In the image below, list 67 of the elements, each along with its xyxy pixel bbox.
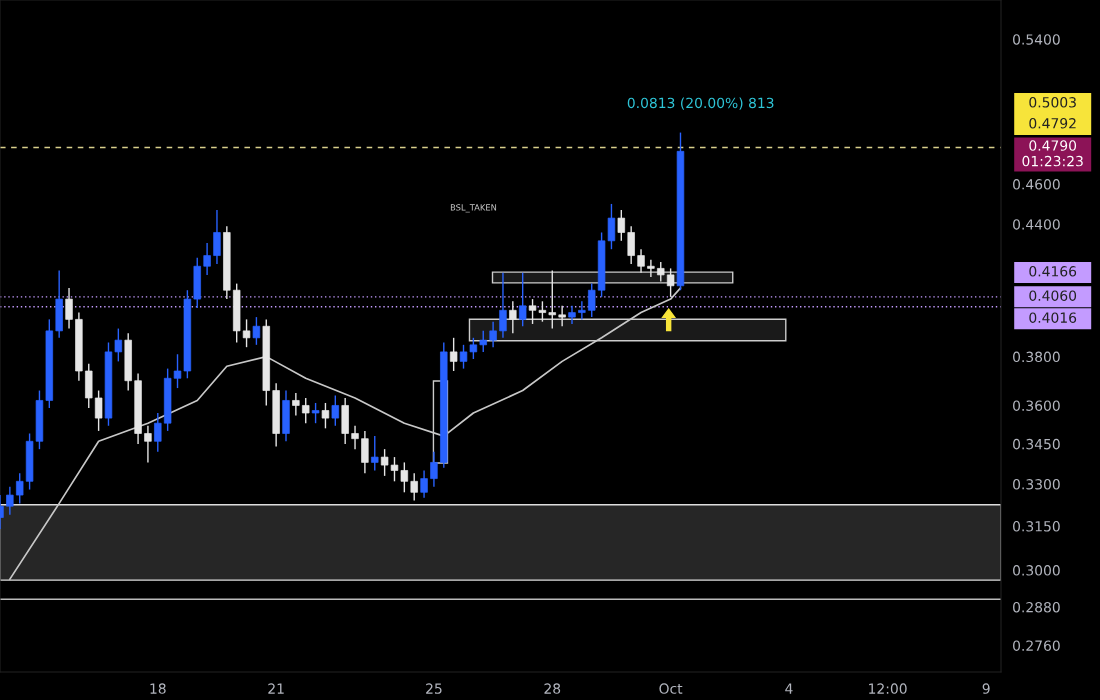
candlestick — [65, 287, 73, 330]
candlestick — [6, 486, 14, 516]
candlestick — [16, 472, 24, 505]
y-tick-label: 0.5400 — [1013, 34, 1060, 45]
candlestick — [114, 327, 123, 363]
y-tick-label: 0.3150 — [1013, 521, 1060, 532]
candlestick — [203, 242, 211, 276]
annotation: BSL_TAKEN — [450, 204, 497, 213]
candlestick — [351, 425, 359, 450]
candlestick — [558, 305, 566, 327]
text: 0.4792 — [1029, 118, 1076, 129]
y-tick-label: 0.4400 — [1013, 219, 1060, 230]
x-tick-label: 4 — [785, 683, 793, 694]
candlestick — [518, 272, 527, 327]
x-tick-label: 21 — [268, 683, 284, 694]
y-tick-label: 0.3300 — [1013, 479, 1060, 490]
candlestick — [361, 430, 369, 474]
y-tick-label: 0.4600 — [1013, 179, 1060, 190]
candlestick — [400, 461, 409, 493]
candlestick — [331, 394, 340, 427]
candlestick — [94, 389, 103, 432]
x-tick-label: 12:00 — [869, 683, 907, 694]
y-tick-label: 0.2760 — [1013, 640, 1060, 651]
candlestick — [637, 248, 645, 274]
ref-line-label: 0.4016 — [1029, 312, 1077, 323]
text: 0.4166 — [1029, 266, 1077, 277]
candlestick — [420, 469, 428, 499]
candlestick — [154, 412, 162, 453]
candlestick — [311, 402, 320, 424]
candlestick — [568, 305, 576, 325]
y-tick-label: 0.2880 — [1013, 601, 1060, 613]
candlestick — [509, 300, 517, 334]
x-tick-label: 9 — [982, 683, 990, 694]
y-tick-label: 0.3600 — [1013, 400, 1060, 411]
candlestick — [479, 330, 487, 353]
annotation: 0.0813 (20.00%) 813 — [627, 97, 774, 110]
candlestick — [321, 402, 330, 430]
candlestick — [213, 209, 221, 265]
candlestick — [242, 318, 251, 348]
candlestick — [430, 451, 438, 488]
x-tick-label: Oct — [659, 683, 683, 694]
candlestick — [144, 425, 152, 464]
candlestick — [252, 316, 261, 346]
candlestick — [548, 269, 556, 330]
x-tick-label: 18 — [150, 683, 166, 694]
candlestick — [292, 392, 300, 417]
candlestick — [578, 300, 586, 321]
candlestick — [666, 267, 675, 298]
candlestick — [410, 472, 418, 502]
candlestick — [627, 225, 635, 265]
text: 0.5003 — [1029, 97, 1076, 108]
x-tick-label: 28 — [544, 683, 561, 694]
ref-line-label: 0.4790 01:23:23 — [1022, 140, 1083, 167]
candlestick — [588, 282, 596, 318]
candlestick — [647, 259, 655, 278]
candlestick — [489, 320, 497, 348]
x-tick-label: 25 — [426, 683, 442, 694]
y-tick-label: 0.3000 — [1013, 565, 1060, 576]
y-tick-label: 0.3450 — [1013, 438, 1060, 450]
ref-line-label: 0.4060 — [1029, 290, 1077, 301]
candlestick — [449, 337, 458, 372]
candlestick — [499, 272, 507, 339]
candlestick — [657, 261, 665, 283]
candlestick — [371, 435, 379, 472]
candlestick — [302, 397, 310, 424]
candlestick — [617, 209, 626, 242]
y-tick-label: 0.3800 — [1013, 351, 1060, 363]
